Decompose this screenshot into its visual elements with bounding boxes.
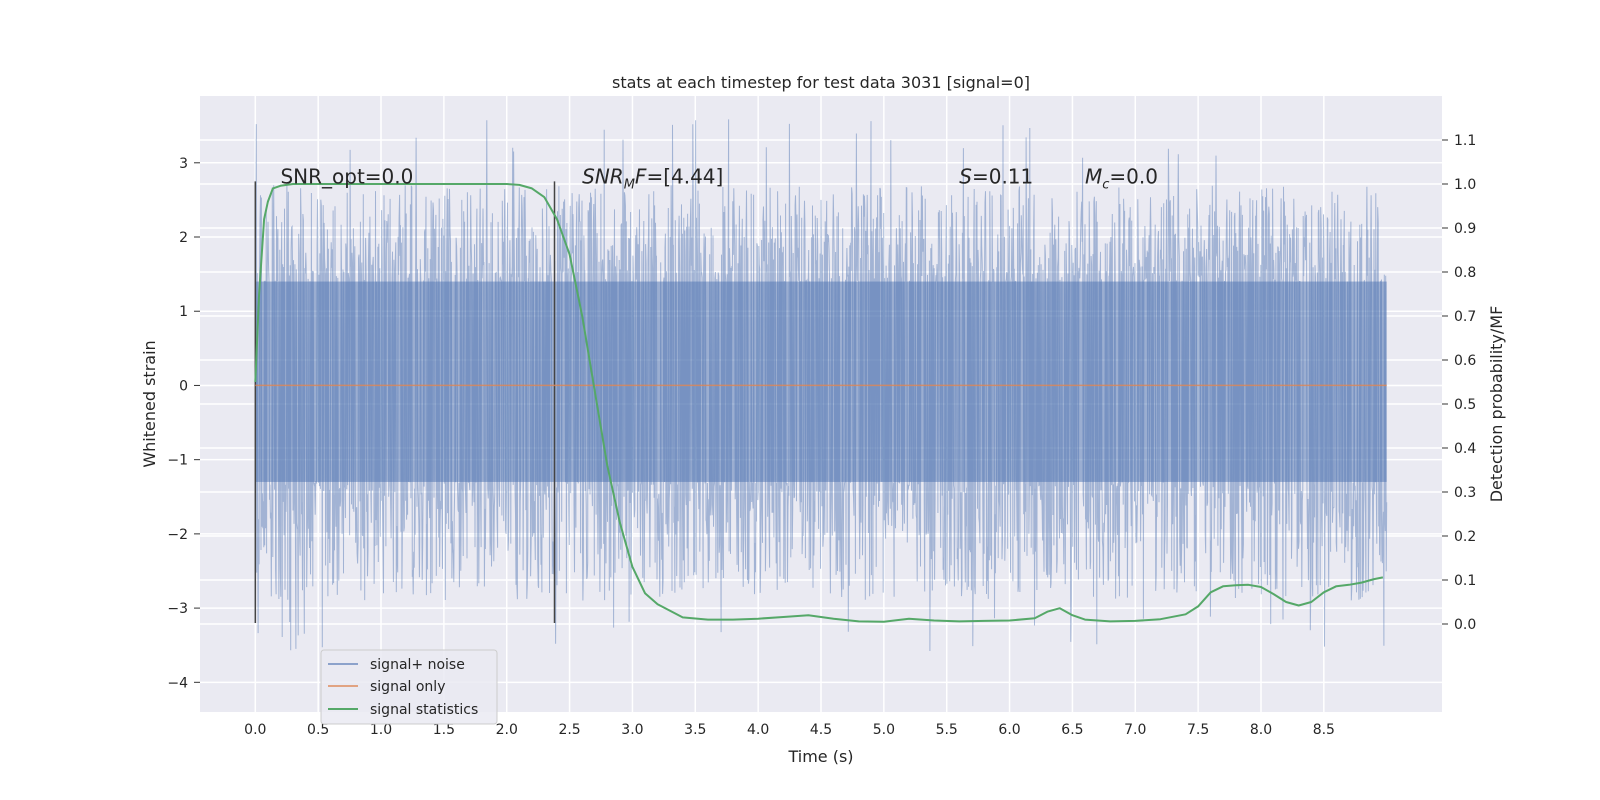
annotation-mc-sub: c: [1102, 178, 1109, 193]
y-tick-label: 0: [179, 378, 188, 394]
x-tick-label: 2.0: [496, 722, 518, 738]
signal-noise-series: [254, 119, 1388, 652]
annotation-snr-mf-value: =[4.44]: [646, 165, 723, 189]
y-axis-label: Whitened strain: [140, 340, 159, 467]
y-right-tick-label: 0.8: [1454, 265, 1476, 281]
legend-label-signal-noise: signal+ noise: [370, 657, 465, 673]
x-tick-label: 3.0: [621, 722, 643, 738]
y-right-axis-label: Detection probability/MF: [1487, 306, 1506, 503]
y-right-tick-label: 1.0: [1454, 177, 1476, 193]
annotation-mc-value: =0.0: [1109, 165, 1158, 189]
annotation-snr-opt: SNR_opt=0.0: [280, 165, 413, 189]
y-tick-label: −2: [167, 527, 188, 543]
legend-box: [320, 649, 498, 725]
annotation-s-value: =0.11: [972, 165, 1033, 189]
x-tick-label: 7.5: [1187, 722, 1209, 738]
y-right-tick-label: 0.4: [1454, 441, 1476, 457]
annotation-s-name: S: [959, 165, 972, 189]
annotation-snr-mf-sub: M: [624, 178, 635, 193]
x-tick-label: 6.5: [1061, 722, 1083, 738]
x-tick-label: 5.0: [873, 722, 895, 738]
annotation-snr-opt-name: SNR_opt: [280, 165, 364, 189]
y-right-tick-label: 0.5: [1454, 397, 1476, 413]
x-tick-label: 4.5: [810, 722, 832, 738]
y-right-tick-label: 0.9: [1454, 221, 1476, 237]
x-tick-label: 3.5: [684, 722, 706, 738]
legend: signal+ noise signal only signal statist…: [320, 649, 498, 725]
annotation-snr-mf: SNRMF=[4.44]: [582, 165, 723, 193]
y-right-tick-label: 0.7: [1454, 309, 1476, 325]
legend-label-signal-only: signal only: [370, 679, 445, 695]
y-right-tick-label: 0.6: [1454, 353, 1476, 369]
x-tick-label: 5.5: [936, 722, 958, 738]
y-tick-label: 2: [179, 230, 188, 246]
annotation-snr-opt-value: =0.0: [365, 165, 414, 189]
x-tick-label: 1.0: [370, 722, 392, 738]
annotation-mc: Mc=0.0: [1085, 165, 1158, 193]
y-right-tick-label: 0.1: [1454, 573, 1476, 589]
line-series: [254, 183, 1387, 623]
y-tick-label: 1: [179, 304, 188, 320]
y-tick-labels: −4 −3 −2 −1 0 1 2 3: [167, 156, 200, 691]
x-tick-labels: 0.0 0.5 1.0 1.5 2.0 2.5 3.0 3.5 4.0 4.5 5.0 5.5 6.0 6…: [244, 722, 1335, 738]
chart-title: stats at each timestep for test data 303…: [612, 73, 1030, 92]
x-tick-label: 2.5: [558, 722, 580, 738]
y-right-tick-label: 0.2: [1454, 529, 1476, 545]
x-axis-label: Time (s): [787, 747, 853, 766]
signal-statistics-line: [254, 183, 1384, 623]
y-tick-label: 3: [179, 156, 188, 172]
x-tick-label: 6.0: [998, 722, 1020, 738]
annotation-snr-mf-rest: F: [635, 165, 647, 189]
y-right-tick-label: 0.3: [1454, 485, 1476, 501]
x-tick-label: 1.5: [433, 722, 455, 738]
annotation-snr-mf-base: SNR: [582, 165, 624, 189]
noise-core-band: [255, 281, 1387, 482]
x-tick-label: 8.0: [1250, 722, 1272, 738]
annotation-s: S=0.11: [959, 165, 1033, 189]
x-tick-label: 4.0: [747, 722, 769, 738]
y-right-tick-labels: 0.0 0.1 0.2 0.3 0.4 0.5 0.6 0.7 0.8 0.9 1.0 1.1: [1442, 133, 1476, 633]
annotation-mc-base: M: [1085, 165, 1102, 189]
x-tick-label: 0.0: [244, 722, 266, 738]
y-right-tick-label: 1.1: [1454, 133, 1476, 149]
y-tick-label: −4: [167, 675, 188, 691]
y-tick-label: −3: [167, 601, 188, 617]
x-tick-label: 8.5: [1313, 722, 1335, 738]
y-right-tick-label: 0.0: [1454, 617, 1476, 633]
x-tick-label: 7.0: [1124, 722, 1146, 738]
legend-label-signal-statistics: signal statistics: [370, 702, 478, 718]
vertical-markers: [254, 181, 556, 623]
y-tick-label: −1: [167, 453, 188, 469]
signal-noise-line: [254, 119, 1388, 652]
x-tick-label: 0.5: [307, 722, 329, 738]
